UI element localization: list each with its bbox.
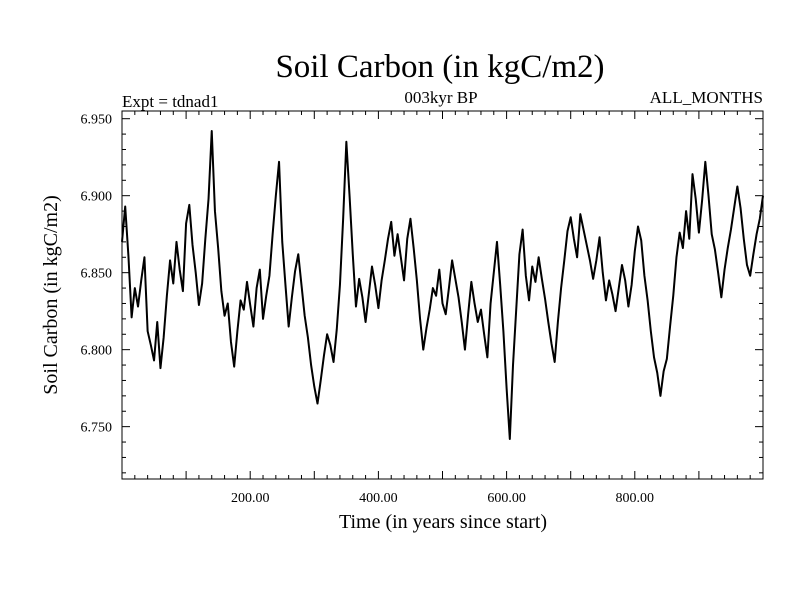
chart-title: Soil Carbon (in kgC/m2)	[275, 49, 604, 85]
y-tick-label: 6.850	[81, 267, 113, 282]
y-tick-label: 6.750	[81, 421, 113, 436]
y-tick-label: 6.900	[81, 190, 113, 205]
x-tick-labels: 200.00 400.00 600.00 800.00	[231, 491, 654, 506]
x-axis-label: Time (in years since start)	[339, 511, 547, 533]
y-tick-label: 6.950	[81, 113, 113, 128]
axis-ticks	[122, 111, 763, 479]
y-tick-labels: 6.750 6.800 6.850 6.900 6.950	[81, 113, 113, 436]
months-label: ALL_MONTHS	[650, 88, 763, 107]
x-tick-label: 600.00	[487, 491, 526, 506]
x-tick-label: 200.00	[231, 491, 270, 506]
x-tick-label: 400.00	[359, 491, 398, 506]
x-tick-label: 800.00	[616, 491, 655, 506]
period-label: 003kyr BP	[404, 88, 477, 107]
experiment-label: Expt = tdnad1	[122, 92, 218, 111]
soil-carbon-series-line	[121, 130, 764, 440]
y-tick-label: 6.800	[81, 344, 113, 359]
y-axis-label: Soil Carbon (in kgC/m2)	[40, 195, 62, 394]
